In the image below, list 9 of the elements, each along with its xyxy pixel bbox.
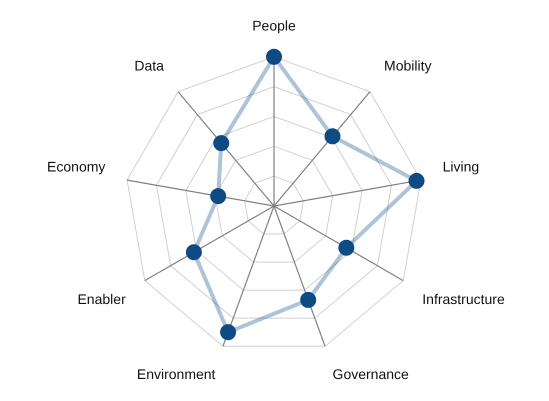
spoke-label: Economy	[47, 158, 106, 175]
spoke-label: People	[252, 17, 296, 34]
spoke-label: Mobility	[384, 57, 432, 74]
spoke-label: Governance	[332, 366, 410, 382]
spoke-label: Environment	[136, 366, 216, 382]
spoke-label: Enabler	[77, 290, 126, 307]
spoke-label: Living	[442, 158, 480, 175]
spoke-label: Infrastructure	[422, 290, 505, 307]
spoke-label: Data	[134, 57, 164, 74]
